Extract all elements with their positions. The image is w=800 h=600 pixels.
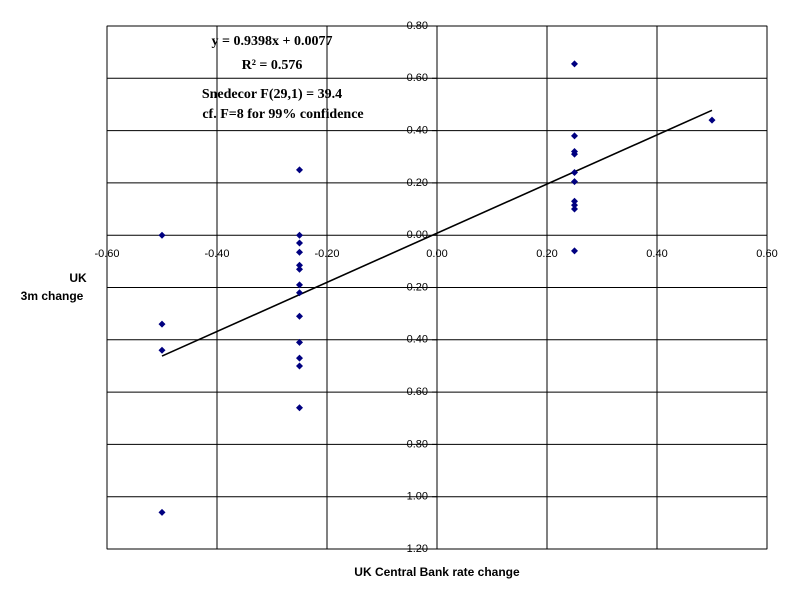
trendline: [161, 109, 713, 357]
point: [296, 239, 303, 247]
point: [571, 247, 578, 255]
point: [296, 231, 303, 239]
point: [158, 320, 166, 328]
y-tick-label: 0.80: [407, 20, 428, 32]
point: [708, 116, 716, 124]
point: [296, 248, 303, 256]
point: [296, 281, 303, 289]
x-tick-label: 0.40: [646, 248, 667, 260]
point: [296, 354, 303, 362]
point: [571, 60, 578, 68]
x-tick-label: 0.00: [426, 248, 447, 260]
point: [571, 168, 578, 176]
point: [571, 197, 578, 205]
x-tick-label: -0.60: [94, 248, 119, 260]
y-axis-label: UK: [69, 271, 87, 285]
y-tick-label: 0.20: [407, 281, 428, 293]
y-tick-label: 0.40: [407, 334, 428, 346]
point: [571, 150, 578, 158]
y-tick-label: 0.60: [407, 72, 428, 84]
point: [571, 132, 578, 140]
y-tick-label: 0.60: [407, 386, 428, 398]
annotation: cf. F=8 for 99% confidence: [202, 107, 363, 122]
point: [296, 362, 303, 370]
point: [296, 338, 303, 346]
point: [296, 261, 303, 269]
x-tick-label: 0.60: [756, 248, 777, 260]
y-axis-label: 3m change: [21, 289, 84, 303]
point: [296, 404, 303, 412]
y-tick-label: 1.00: [407, 491, 428, 503]
x-axis-label: UK Central Bank rate change: [354, 565, 520, 579]
point: [296, 265, 303, 273]
point: [158, 231, 166, 239]
x-tick-label: 0.20: [536, 248, 557, 260]
x-tick-label: -0.20: [314, 248, 339, 260]
annotation: y = 0.9398x + 0.0077: [212, 34, 333, 49]
point: [571, 205, 578, 213]
y-tick-label: -1.20: [403, 543, 428, 555]
point: [571, 201, 578, 209]
annotation: R² = 0.576: [242, 58, 303, 73]
point: [571, 178, 578, 186]
annotation: Snedecor F(29,1) = 39.4: [202, 87, 342, 102]
y-tick-label: 0.40: [407, 125, 428, 137]
y-tick-label: 0.20: [407, 177, 428, 189]
point: [296, 312, 303, 320]
y-tick-label: 0.80: [407, 438, 428, 450]
point: [158, 346, 166, 354]
point: [296, 166, 303, 174]
point: [158, 508, 166, 516]
x-tick-label: -0.40: [204, 248, 229, 260]
y-tick-label: 0.00: [407, 229, 428, 241]
point: [296, 289, 303, 297]
